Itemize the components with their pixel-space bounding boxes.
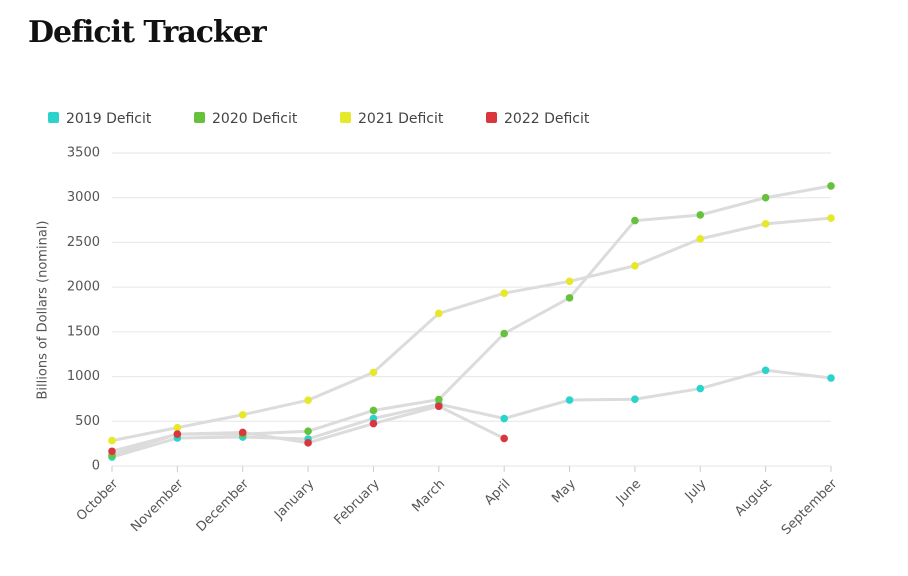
x-tick-label: October xyxy=(74,476,122,524)
data-point xyxy=(238,428,247,437)
y-tick-label: 0 xyxy=(92,459,100,474)
x-tick-label: December xyxy=(194,476,253,535)
y-tick-label: 1500 xyxy=(67,324,100,339)
data-point xyxy=(761,193,770,202)
data-point xyxy=(500,414,508,423)
y-tick-label: 3000 xyxy=(67,190,100,205)
y-tick-label: 3500 xyxy=(67,146,100,161)
series-line xyxy=(111,368,832,459)
data-point xyxy=(304,439,312,447)
data-point xyxy=(631,395,639,403)
x-tick-label: February xyxy=(331,476,383,528)
legend-label: 2019 Deficit xyxy=(66,111,152,127)
data-point xyxy=(108,447,116,456)
data-point xyxy=(565,277,574,286)
data-point xyxy=(500,329,508,338)
data-point xyxy=(173,423,182,432)
data-point xyxy=(827,182,835,190)
legend-swatch xyxy=(48,112,59,123)
data-point xyxy=(173,430,182,438)
x-tick-label: January xyxy=(271,476,317,522)
data-point xyxy=(435,309,443,318)
x-tick-label: September xyxy=(779,476,841,538)
data-point xyxy=(500,434,508,443)
legend-swatch xyxy=(194,112,205,123)
x-tick-label: May xyxy=(549,476,579,506)
data-point xyxy=(631,216,639,225)
data-point xyxy=(435,395,443,404)
y-tick-label: 2500 xyxy=(67,235,100,250)
data-point xyxy=(500,289,508,298)
x-tick-label: July xyxy=(682,476,710,504)
legend-swatch xyxy=(486,112,497,123)
y-axis-label: Billions of Dollars (nominal) xyxy=(36,221,51,400)
y-tick-label: 500 xyxy=(75,414,100,429)
data-point xyxy=(435,402,443,411)
data-point xyxy=(696,384,705,393)
data-point xyxy=(108,436,116,445)
x-tick-label: November xyxy=(128,476,187,535)
data-point xyxy=(565,294,574,302)
data-point xyxy=(304,427,312,436)
x-tick-label: August xyxy=(732,477,775,520)
data-point xyxy=(761,366,770,375)
x-tick-label: April xyxy=(482,477,514,509)
data-point xyxy=(565,396,574,404)
data-point xyxy=(369,419,378,428)
legend-label: 2020 Deficit xyxy=(212,111,298,127)
data-point xyxy=(238,410,247,419)
data-point xyxy=(827,214,835,222)
data-point xyxy=(696,235,705,243)
data-point xyxy=(631,261,639,270)
legend-swatch xyxy=(340,112,351,123)
chart-title: Deficit Tracker xyxy=(28,15,268,50)
data-point xyxy=(696,211,705,219)
x-tick-label: March xyxy=(409,477,448,516)
data-point xyxy=(761,220,770,228)
data-point xyxy=(827,374,835,382)
data-point xyxy=(369,368,378,377)
legend-label: 2022 Deficit xyxy=(504,111,590,127)
legend-label: 2021 Deficit xyxy=(358,111,444,127)
series-line xyxy=(111,216,832,443)
y-tick-label: 2000 xyxy=(67,280,100,295)
series-line xyxy=(111,184,832,457)
y-tick-label: 1000 xyxy=(67,369,100,384)
data-point xyxy=(304,396,312,404)
x-tick-label: June xyxy=(613,477,644,508)
data-point xyxy=(369,406,378,415)
